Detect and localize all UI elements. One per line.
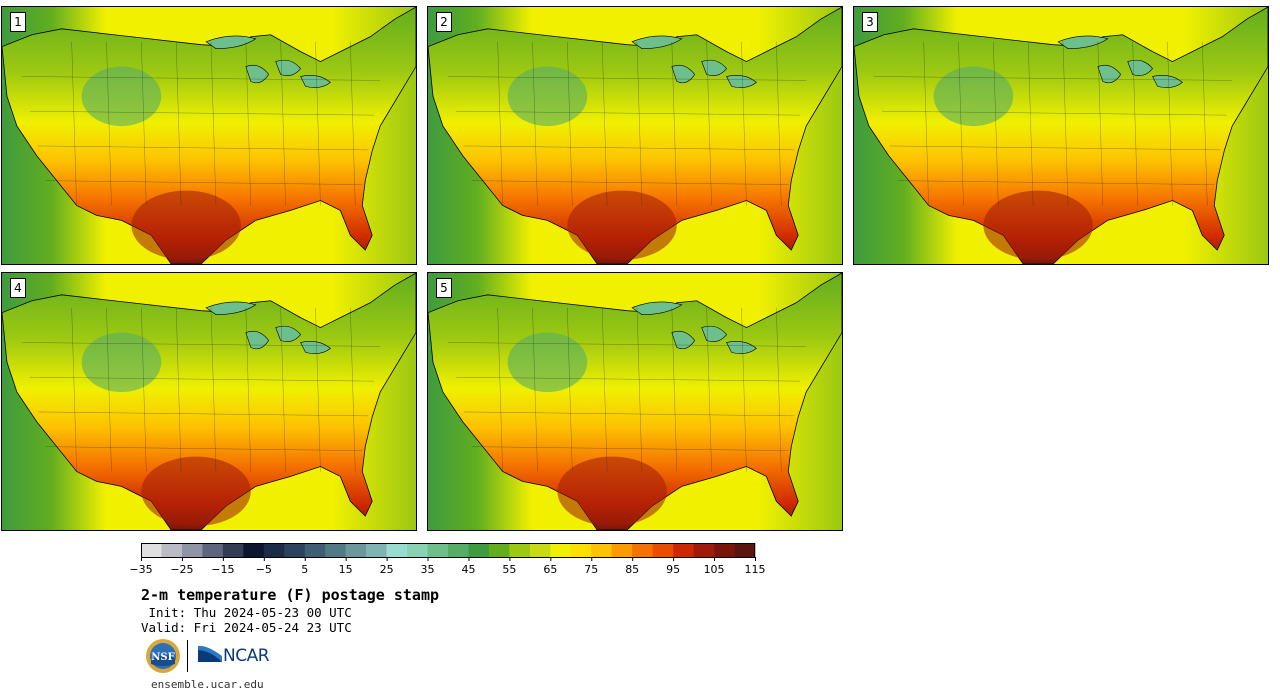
colorbar-swatch bbox=[386, 543, 408, 557]
colorbar-tick-label: −15 bbox=[211, 563, 235, 576]
colorbar-swatch bbox=[591, 543, 613, 557]
ncar-logo-mark bbox=[198, 645, 222, 662]
colorbar-tick-label: 85 bbox=[625, 563, 640, 576]
colorbar-swatch bbox=[611, 543, 633, 557]
member-panel-1: 1 bbox=[1, 6, 417, 265]
colorbar-swatch bbox=[509, 543, 531, 557]
logo-divider bbox=[187, 640, 188, 672]
temperature-colorbar bbox=[141, 543, 756, 561]
member-number: 4 bbox=[10, 278, 26, 298]
colorbar-tick-label: −25 bbox=[170, 563, 194, 576]
colorbar-swatch bbox=[693, 543, 715, 557]
colorbar-tick-label: −35 bbox=[129, 563, 153, 576]
colorbar-swatch bbox=[427, 543, 449, 557]
colorbar-tick-label: 25 bbox=[379, 563, 394, 576]
temperature-map bbox=[2, 273, 416, 530]
colorbar-swatch bbox=[570, 543, 592, 557]
colorbar-tick-label: 115 bbox=[744, 563, 766, 576]
member-panel-2: 2 bbox=[427, 6, 843, 265]
colorbar-swatch bbox=[448, 543, 469, 557]
colorbar-tick-label: 65 bbox=[543, 563, 558, 576]
svg-text:NSF: NSF bbox=[151, 652, 174, 663]
colorbar-swatch bbox=[304, 543, 326, 557]
colorbar-swatch bbox=[222, 543, 244, 557]
colorbar-swatch bbox=[161, 543, 183, 557]
colorbar-swatch bbox=[734, 543, 756, 557]
colorbar-swatch bbox=[345, 543, 367, 557]
colorbar-tick-label: 45 bbox=[461, 563, 476, 576]
colorbar-swatch bbox=[325, 543, 346, 557]
temperature-map bbox=[428, 273, 842, 530]
ncar-logo-text: NCAR bbox=[223, 646, 270, 666]
colorbar-swatch bbox=[632, 543, 653, 557]
member-number: 3 bbox=[862, 12, 878, 32]
temperature-map bbox=[854, 7, 1268, 264]
member-panel-4: 4 bbox=[1, 272, 417, 531]
member-number: 2 bbox=[436, 12, 452, 32]
colorbar-tick-label: 35 bbox=[420, 563, 435, 576]
colorbar-swatch bbox=[673, 543, 694, 557]
colorbar-tick-label: 5 bbox=[301, 563, 309, 576]
colorbar-swatch bbox=[714, 543, 735, 557]
colorbar-swatch bbox=[407, 543, 428, 557]
figure-title: 2-m temperature (F) postage stamp bbox=[141, 586, 440, 604]
member-panel-5: 5 bbox=[427, 272, 843, 531]
member-panel-3: 3 bbox=[853, 6, 1269, 265]
temperature-map bbox=[428, 7, 842, 264]
colorbar-swatch bbox=[243, 543, 265, 557]
colorbar-swatch bbox=[181, 543, 203, 557]
temperature-map bbox=[2, 7, 416, 264]
colorbar-swatch bbox=[202, 543, 224, 557]
nsf-logo: NSF bbox=[146, 639, 180, 673]
colorbar-swatch bbox=[141, 543, 162, 557]
colorbar-swatch bbox=[284, 543, 306, 557]
colorbar-swatch bbox=[550, 543, 572, 557]
colorbar-tick-label: 15 bbox=[338, 563, 353, 576]
colorbar-swatch bbox=[488, 543, 510, 557]
valid-time: Valid: Fri 2024-05-24 23 UTC bbox=[141, 620, 352, 635]
colorbar-border bbox=[141, 543, 755, 558]
colorbar-swatch bbox=[366, 543, 387, 557]
colorbar-swatch bbox=[652, 543, 674, 557]
colorbar-swatch bbox=[468, 543, 490, 557]
member-number: 5 bbox=[436, 278, 452, 298]
colorbar-tick-label: 55 bbox=[502, 563, 517, 576]
colorbar-swatch bbox=[529, 543, 551, 557]
colorbar-tick-label: 105 bbox=[703, 563, 725, 576]
member-number: 1 bbox=[10, 12, 26, 32]
colorbar-tick-label: −5 bbox=[255, 563, 272, 576]
colorbar-swatch bbox=[263, 543, 285, 557]
footer-url[interactable]: ensemble.ucar.edu bbox=[151, 678, 264, 691]
init-time: Init: Thu 2024-05-23 00 UTC bbox=[141, 605, 352, 620]
colorbar-tick-label: 95 bbox=[666, 563, 681, 576]
colorbar-tick-label: 75 bbox=[584, 563, 599, 576]
